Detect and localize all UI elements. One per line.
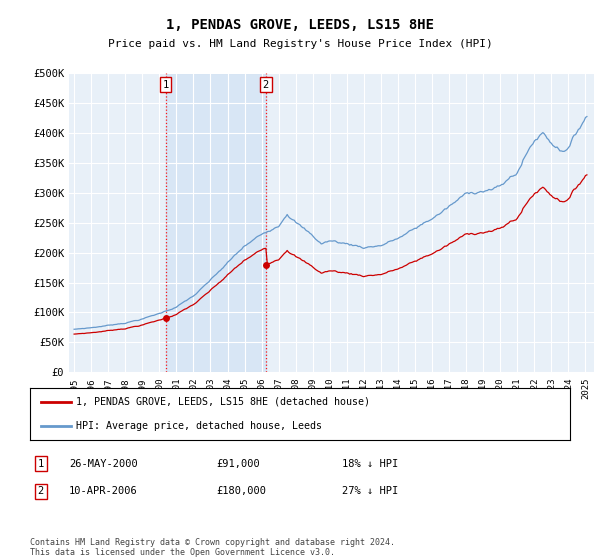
Text: 1: 1	[38, 459, 44, 469]
Text: Contains HM Land Registry data © Crown copyright and database right 2024.
This d: Contains HM Land Registry data © Crown c…	[30, 538, 395, 557]
Bar	[166, 73, 266, 372]
Text: 27% ↓ HPI: 27% ↓ HPI	[342, 486, 398, 496]
Text: 18% ↓ HPI: 18% ↓ HPI	[342, 459, 398, 469]
Text: 10-APR-2006: 10-APR-2006	[69, 486, 138, 496]
Text: £180,000: £180,000	[216, 486, 266, 496]
Text: Price paid vs. HM Land Registry's House Price Index (HPI): Price paid vs. HM Land Registry's House …	[107, 39, 493, 49]
Text: 1, PENDAS GROVE, LEEDS, LS15 8HE (detached house): 1, PENDAS GROVE, LEEDS, LS15 8HE (detach…	[76, 396, 370, 407]
Text: 2: 2	[263, 80, 269, 90]
Text: 1: 1	[163, 80, 169, 90]
Text: £91,000: £91,000	[216, 459, 260, 469]
Text: 26-MAY-2000: 26-MAY-2000	[69, 459, 138, 469]
Text: HPI: Average price, detached house, Leeds: HPI: Average price, detached house, Leed…	[76, 421, 322, 431]
Text: 2: 2	[38, 486, 44, 496]
Text: 1, PENDAS GROVE, LEEDS, LS15 8HE: 1, PENDAS GROVE, LEEDS, LS15 8HE	[166, 18, 434, 32]
